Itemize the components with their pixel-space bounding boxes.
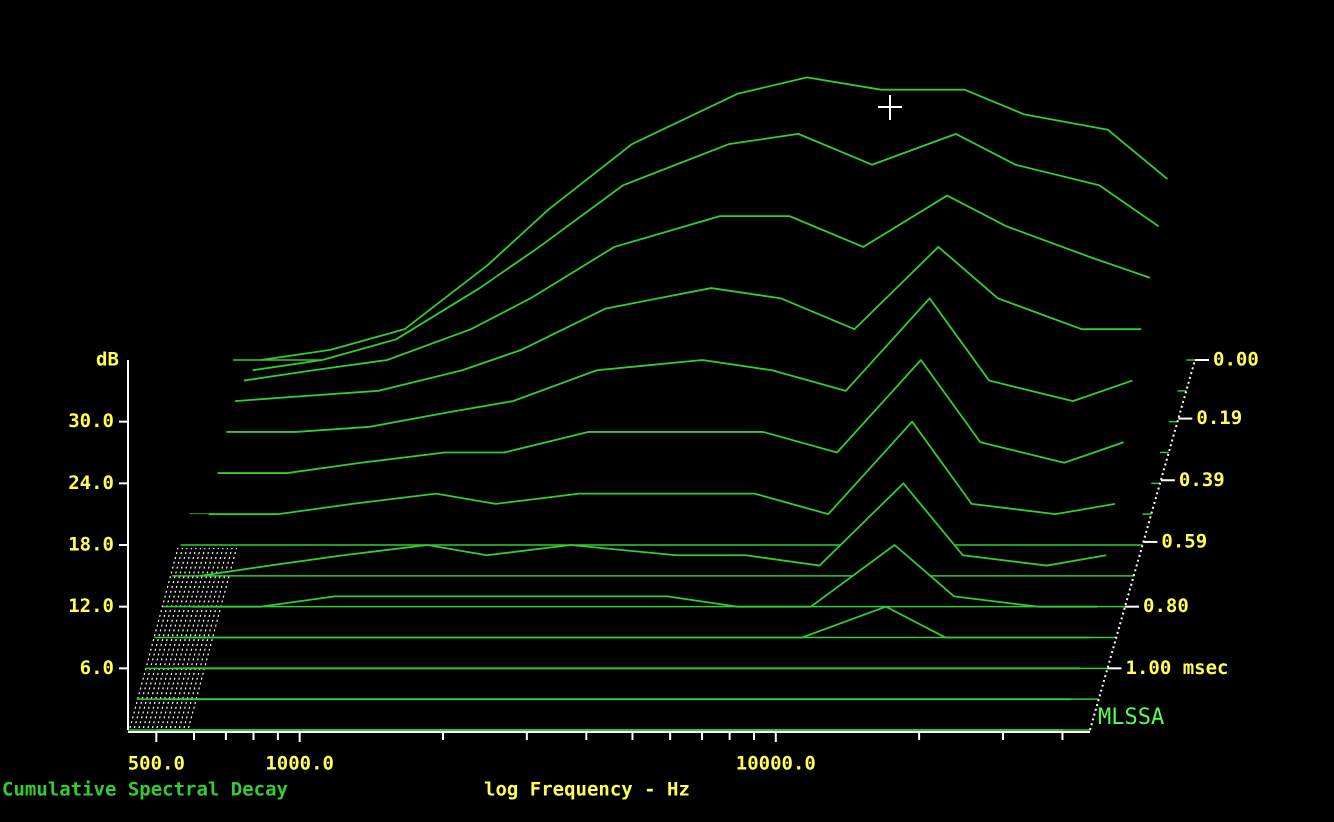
hatch-line: [133, 547, 184, 729]
brand: MLSSA: [1098, 705, 1164, 730]
hatch-line: [165, 547, 215, 729]
slice-curve: [208, 420, 1116, 516]
y-tick-label: 12.0: [68, 595, 114, 617]
y-tick-label: 6.0: [80, 657, 114, 679]
chart-title: Cumulative Spectral Decay: [2, 779, 288, 801]
y-tick-label: 24.0: [68, 472, 114, 494]
slice-curve: [191, 544, 1098, 608]
hatch-line: [160, 547, 211, 729]
hatch-line: [169, 547, 220, 729]
y-axis-label: dB: [96, 349, 119, 371]
z-axis: [1089, 359, 1196, 731]
hatch-line: [147, 547, 197, 729]
slice-curve: [217, 359, 1124, 474]
z-tick-label: 0.19: [1196, 407, 1242, 429]
slice-curve: [182, 605, 1089, 639]
slice-curve: [243, 194, 1151, 382]
plot-area: [128, 76, 1195, 731]
hatch-line: [151, 547, 202, 729]
z-tick-label: 1.00 msec: [1126, 657, 1229, 679]
slice-curve: [252, 132, 1160, 372]
slice-curve: [235, 246, 1142, 403]
y-tick-label: 30.0: [68, 410, 114, 432]
clip-hatch: [129, 547, 238, 729]
cursor: [878, 95, 902, 120]
slice-curve: [226, 297, 1133, 433]
slice-fill: [154, 606, 1117, 638]
hatch-line: [174, 547, 224, 729]
slice-fill: [163, 545, 1125, 607]
x-tick-label: 10000.0: [736, 753, 816, 775]
hatch-line: [156, 547, 206, 729]
x-axis-label: log Frequency - Hz: [484, 779, 690, 801]
slice-curve: [261, 76, 1169, 361]
x-tick-label: 500.0: [128, 753, 185, 775]
z-tick-label: 0.80: [1143, 595, 1189, 617]
z-tick-label: 0.39: [1179, 469, 1225, 491]
y-tick-label: 18.0: [68, 534, 114, 556]
z-tick-label: 0.00: [1213, 349, 1259, 371]
hatch-line: [142, 547, 193, 729]
z-tick-label: 0.59: [1161, 530, 1207, 552]
hatch-line: [129, 547, 179, 729]
hatch-line: [138, 547, 188, 729]
hatch-line: [187, 547, 238, 729]
hatch-line: [178, 547, 229, 729]
slice-curve: [199, 482, 1107, 577]
hatch-line: [183, 547, 233, 729]
x-tick-label: 1000.0: [265, 753, 334, 775]
